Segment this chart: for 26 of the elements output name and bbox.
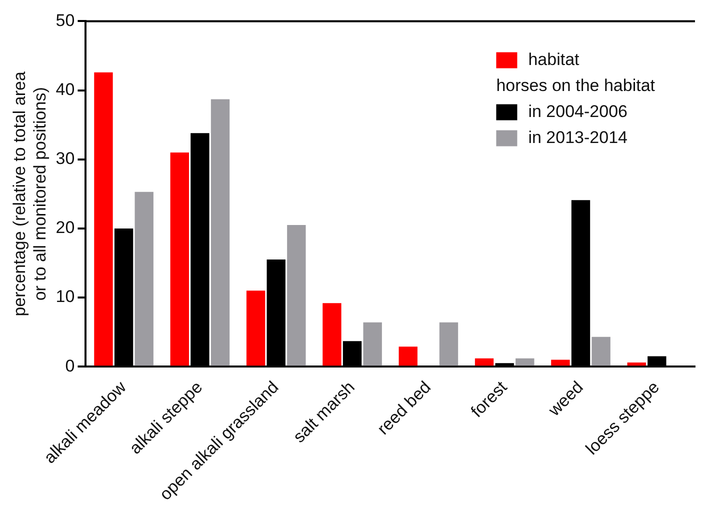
bar: [474, 358, 494, 366]
legend-title: horses on the habitat: [496, 76, 656, 95]
bar: [94, 72, 113, 366]
y-tick-label: 20: [56, 218, 75, 238]
bar: [627, 362, 646, 366]
legend-label: habitat: [528, 50, 580, 69]
bar: [363, 322, 382, 366]
legend-label: in 2004-2006: [528, 102, 628, 121]
y-axis-title: percentage (relative to total area or to all monitored positions): [10, 71, 50, 316]
bar: [246, 290, 266, 366]
bar: [170, 152, 189, 366]
bar: [592, 336, 610, 366]
bar: [322, 303, 342, 366]
y-tick-label: 30: [56, 149, 75, 168]
y-tick-label: 50: [56, 10, 75, 30]
bar: [134, 192, 154, 366]
bar: [439, 322, 458, 366]
bar: [551, 360, 570, 366]
bar: [398, 346, 418, 366]
legend-label: in 2013-2014: [528, 128, 628, 147]
bar: [516, 358, 534, 366]
y-tick-label: 40: [56, 80, 75, 99]
y-tick-label: 10: [56, 287, 75, 306]
bar: [210, 99, 230, 366]
y-tick-label: 0: [65, 356, 75, 376]
bar: [287, 225, 306, 366]
